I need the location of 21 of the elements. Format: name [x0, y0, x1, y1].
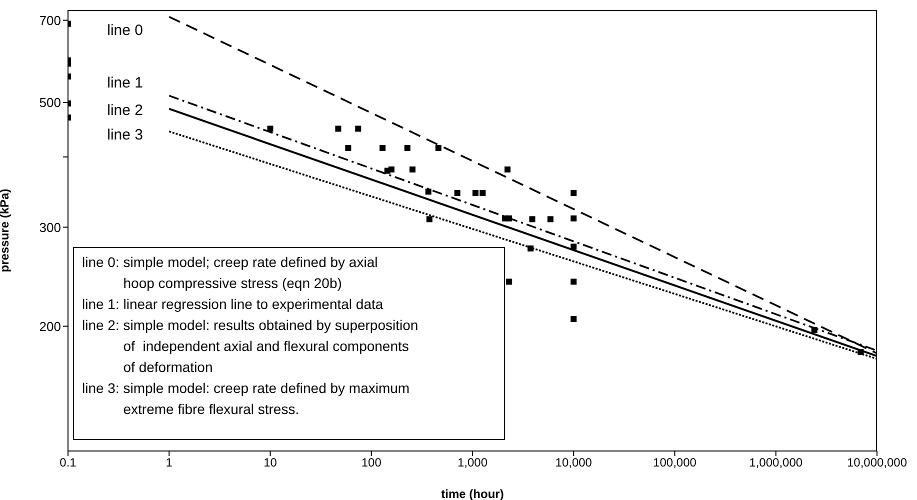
x-tick-label: 0.1	[60, 456, 77, 470]
y-tick-label: 700	[39, 12, 61, 28]
annotation: line 3: simple model: creep rate defined by maximum extreme fibre flexural stress.	[82, 379, 410, 419]
series-label: line 2	[107, 102, 143, 119]
x-tick-label: 1,000	[457, 456, 488, 470]
series-label: line 1	[107, 74, 143, 92]
series-label: line 0	[107, 22, 143, 39]
series-label: line 3	[107, 126, 143, 144]
annotation: line 1: linear regression line to experimental data	[82, 295, 384, 314]
x-tick-label: 1	[166, 456, 173, 470]
y-axis-title: pressure (kPa)	[0, 188, 12, 272]
y-tick-label: 200	[39, 318, 61, 334]
x-tick-label: 10,000,000	[846, 456, 908, 470]
x-tick-label: 10,000	[555, 456, 592, 470]
annotation: line 0: simple model; creep rate defined by axial hoop compressive stress (eqn 20b)	[82, 253, 378, 293]
x-tick-label: 10	[264, 456, 278, 470]
x-tick-label: 100,000	[653, 456, 697, 470]
x-tick-label: 1,000,000	[749, 456, 803, 470]
y-tick-label: 300	[39, 220, 61, 235]
y-tick-label: 500	[39, 95, 61, 110]
x-tick-label: 100	[361, 456, 382, 470]
